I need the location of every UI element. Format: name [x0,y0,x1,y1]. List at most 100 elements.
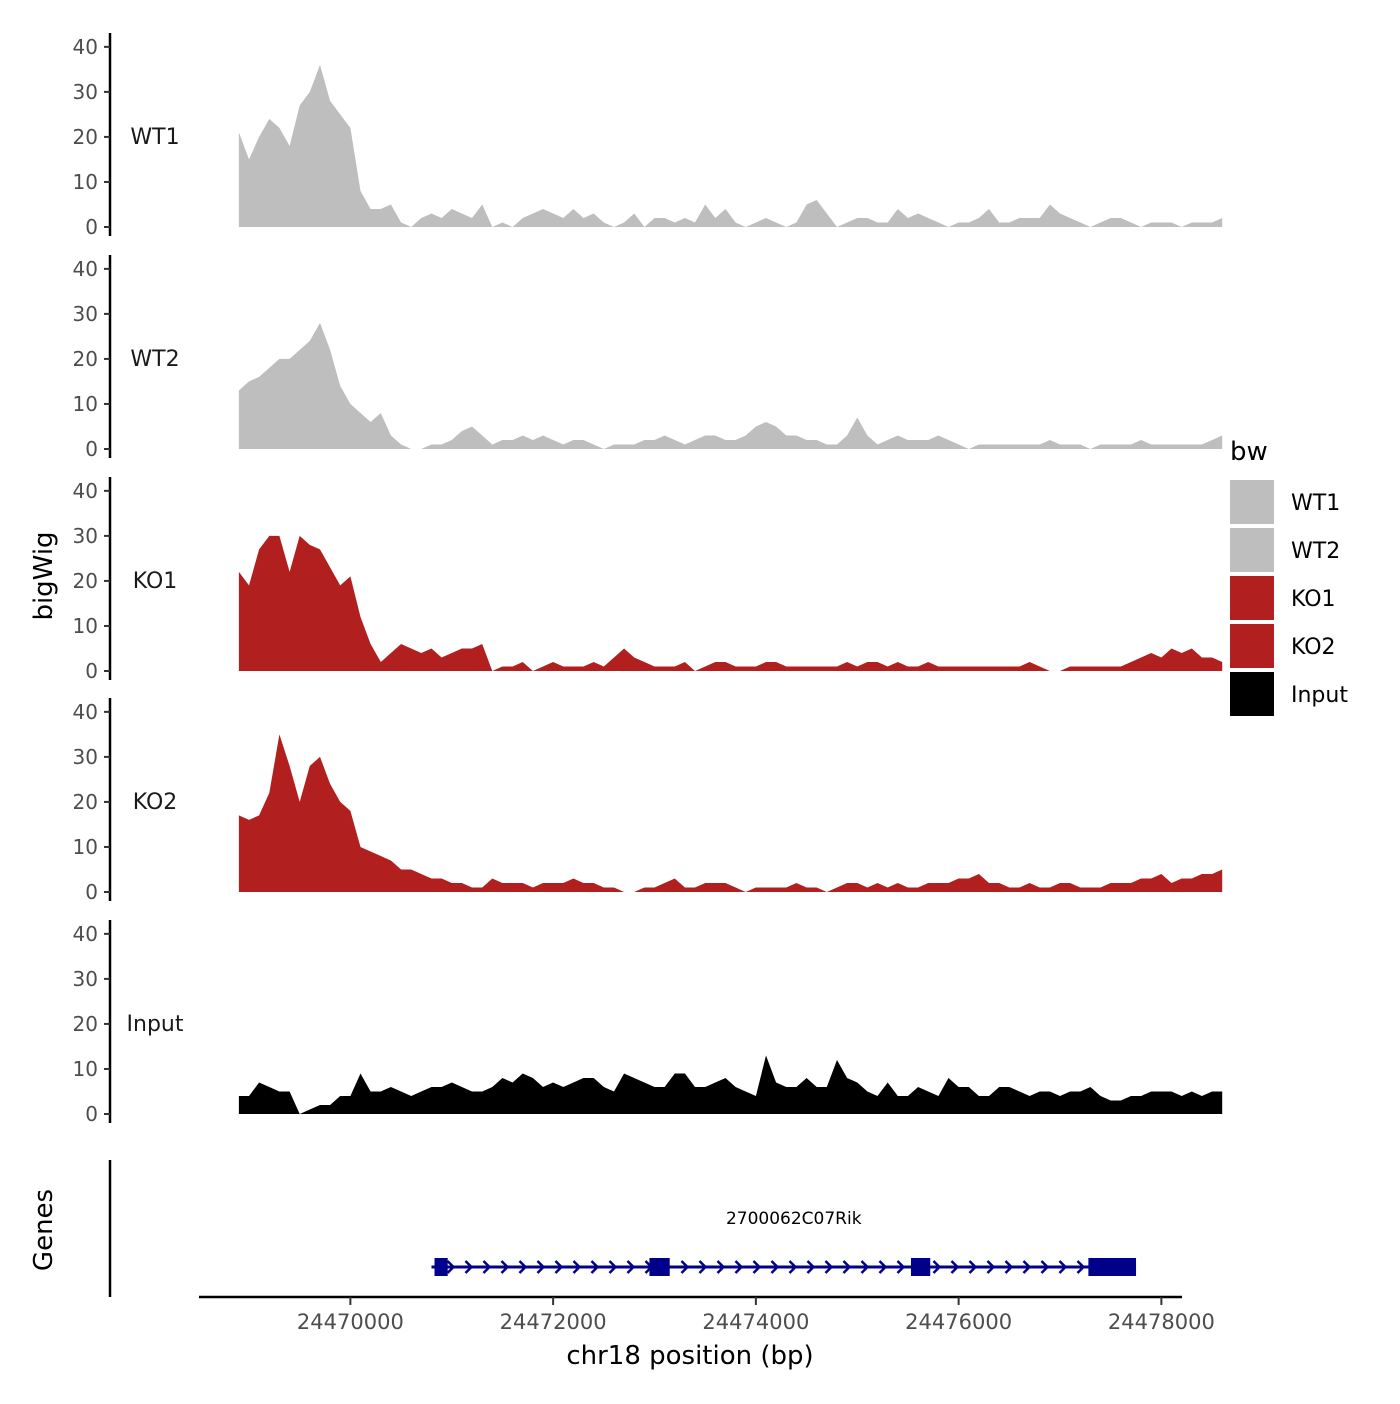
strand-arrow [482,1260,492,1274]
area-ko2 [238,734,1223,892]
strand-arrow [806,1260,816,1274]
y-tick-label: 30 [73,967,98,991]
track-label-ko2: KO2 [133,790,178,815]
legend-key-wt2 [1230,528,1274,572]
strand-arrow [608,1260,618,1274]
y-tick-label: 0 [85,437,98,461]
strand-arrow [788,1260,798,1274]
strand-arrow [860,1260,870,1274]
y-tick-label: 10 [73,614,98,638]
gene-exon [649,1258,670,1276]
strand-arrow [590,1260,600,1274]
x-tick-label: 24476000 [905,1310,1012,1334]
strand-arrow [752,1260,762,1274]
strand-arrow [554,1260,564,1274]
legend-label-wt1: WT1 [1291,491,1340,516]
y-tick-label: 40 [73,700,98,724]
x-tick-label: 24474000 [702,1310,809,1334]
legend-label-ko1: KO1 [1291,587,1336,612]
track-ko2: 0 10 20 30 40 KO2 [73,698,1223,904]
strand-arrow [842,1260,852,1274]
y-tick-label: 10 [73,1057,98,1081]
strand-arrow [968,1260,978,1274]
y-tick-label: 30 [73,302,98,326]
strand-arrow [626,1260,636,1274]
strand-arrow [950,1260,960,1274]
strand-arrow [698,1260,708,1274]
x-tick-label: 24470000 [297,1310,404,1334]
y-tick-label: 20 [73,569,98,593]
strand-arrow [1022,1260,1032,1274]
legend-key-ko1 [1230,576,1274,620]
strand-arrow [896,1260,906,1274]
track-label-wt2: WT2 [130,347,179,372]
strand-arrow [536,1260,546,1274]
x-axis-label: chr18 position (bp) [566,1341,813,1371]
y-tick-label: 20 [73,1012,98,1036]
y-tick-label: 30 [73,80,98,104]
y-tick-label: 10 [73,170,98,194]
strand-arrow [518,1260,528,1274]
gene-exon [1088,1258,1137,1276]
y-tick-label: 40 [73,257,98,281]
gene-track: 2700062C07Rik [108,1160,1137,1297]
track-input: 0 10 20 30 40 Input [73,920,1223,1126]
strand-arrow [464,1260,474,1274]
legend-label-ko2: KO2 [1291,635,1336,660]
strand-arrow [1040,1260,1050,1274]
area-input [238,1055,1223,1114]
track-label-wt1: WT1 [130,125,179,150]
strand-arrow [1076,1260,1086,1274]
strand-arrow [1004,1260,1014,1274]
legend-key-wt1 [1230,480,1274,524]
strand-arrow [932,1260,942,1274]
legend-label-input: Input [1291,683,1348,708]
genes-axis-label: Genes [29,1189,59,1271]
y-tick-label: 0 [85,880,98,904]
y-tick-label: 40 [73,479,98,503]
y-tick-label: 10 [73,835,98,859]
area-ko1 [238,535,1223,671]
strand-arrow [878,1260,888,1274]
strand-arrow [770,1260,780,1274]
gene-exon [434,1258,448,1276]
strand-arrow [572,1260,582,1274]
legend-label-wt2: WT2 [1291,539,1340,564]
x-tick-label: 24478000 [1108,1310,1215,1334]
y-tick-label: 30 [73,524,98,548]
strand-arrow [500,1260,510,1274]
strand-arrow [446,1260,456,1274]
x-axis: 24470000 24472000 24474000 24476000 24478000 [199,1295,1215,1334]
track-wt1: 0 10 20 30 40 WT1 [73,33,1223,239]
y-tick-label: 10 [73,392,98,416]
y-tick-label: 40 [73,35,98,59]
area-wt1 [238,64,1223,228]
gene-exon [910,1258,931,1276]
track-label-ko1: KO1 [133,569,178,594]
y-tick-label: 30 [73,745,98,769]
strand-arrow [680,1260,690,1274]
track-ko1: 0 10 20 30 40 KO1 [73,477,1223,683]
strand-arrow [824,1260,834,1274]
y-tick-label: 0 [85,659,98,683]
y-tick-label: 0 [85,1102,98,1126]
legend-title: bw [1230,437,1268,467]
y-tick-label: 40 [73,922,98,946]
bigwig-tracks: 0 10 20 30 40 WT1 0 10 20 30 40 WT2 0 10 20 30 40 KO1 0 10 2… [73,33,1223,1126]
legend-key-ko2 [1230,624,1274,668]
track-label-input: Input [127,1012,184,1037]
y-tick-label: 20 [73,347,98,371]
strand-arrow [986,1260,996,1274]
y-tick-label: 20 [73,790,98,814]
strand-arrow [1058,1260,1068,1274]
y-tick-label: 0 [85,215,98,239]
x-tick-label: 24472000 [500,1310,607,1334]
y-tick-label: 20 [73,125,98,149]
area-wt2 [238,322,1223,449]
strand-arrow [716,1260,726,1274]
legend: bw WT1 WT2 KO1 KO2 Input [1230,437,1348,716]
y-axis-label: bigWig [29,531,59,620]
gene-name-label: 2700062C07Rik [726,1209,862,1229]
